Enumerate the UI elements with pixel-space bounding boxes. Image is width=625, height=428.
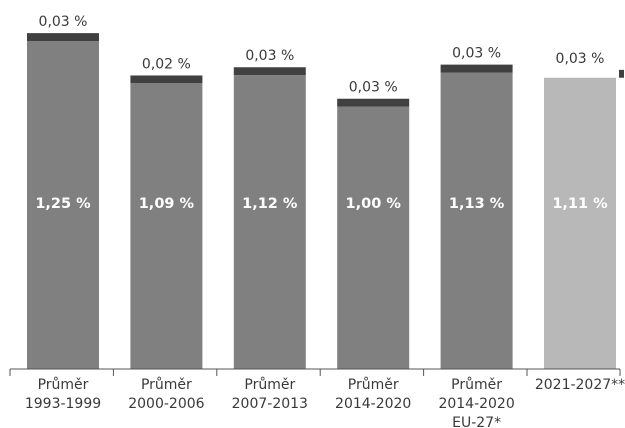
main-value-label-4: 1,00 % bbox=[346, 196, 402, 212]
x-tick-label-5-3: EU-27* bbox=[452, 415, 501, 428]
x-tick-label-5-1: Průměr bbox=[451, 377, 502, 393]
bar-cap-1 bbox=[27, 33, 99, 41]
bar-main-4 bbox=[337, 106, 410, 369]
bar-main-6 bbox=[544, 77, 616, 370]
x-tick-label-6-1: 2021-2027** bbox=[535, 377, 625, 393]
cap-value-label-3: 0,03 % bbox=[245, 48, 294, 64]
main-value-label-6: 1,11 % bbox=[552, 196, 608, 212]
x-tick-label-1-2: 1993-1999 bbox=[25, 396, 101, 412]
x-tick-label-3-2: 2007-2013 bbox=[232, 396, 308, 412]
cap-value-label-5: 0,03 % bbox=[452, 46, 501, 62]
main-value-label-5: 1,13 % bbox=[449, 196, 505, 212]
x-tick-labels-group: Průměr 1993-1999 Průměr 2000-2006 Průměr 2007… bbox=[25, 377, 625, 428]
x-tick-label-3-1: Průměr bbox=[244, 377, 295, 393]
bar-main-3 bbox=[233, 75, 306, 369]
bar-cap-2 bbox=[130, 75, 203, 83]
main-value-label-3: 1,12 % bbox=[242, 196, 298, 212]
main-value-label-2: 1,09 % bbox=[139, 196, 195, 212]
cap-value-label-6: 0,03 % bbox=[556, 51, 605, 67]
bar-cap-4 bbox=[337, 98, 410, 107]
x-tick-label-4-2: 2014-2020 bbox=[335, 396, 411, 412]
x-tick-label-5-2: 2014-2020 bbox=[438, 396, 514, 412]
x-ticks-group bbox=[9, 369, 621, 376]
bar-main-2 bbox=[130, 82, 203, 369]
x-tick-label-1-1: Průměr bbox=[38, 377, 89, 393]
bar-cap-5 bbox=[440, 64, 513, 73]
cap-value-label-1: 0,03 % bbox=[39, 14, 88, 30]
x-tick-label-2-1: Průměr bbox=[141, 377, 192, 393]
bar-main-5 bbox=[440, 72, 513, 369]
cap-value-label-2: 0,02 % bbox=[142, 56, 191, 72]
x-tick-label-2-2: 2000-2006 bbox=[128, 396, 204, 412]
bars-group bbox=[27, 33, 624, 370]
x-tick-label-4-1: Průměr bbox=[348, 377, 399, 393]
inner-labels-group: 1,25 % 1,09 % 1,12 % 1,00 % 1,13 % 1,11 % bbox=[35, 196, 608, 212]
main-value-label-1: 1,25 % bbox=[35, 196, 91, 212]
bar-cap-3 bbox=[233, 67, 306, 76]
top-labels-group: 0,03 % 0,02 % 0,03 % 0,03 % 0,03 % 0,03 % bbox=[39, 14, 605, 96]
bar-main-1 bbox=[27, 41, 99, 369]
cap-value-label-4: 0,03 % bbox=[349, 80, 398, 96]
bar-cap-6 bbox=[619, 69, 624, 78]
